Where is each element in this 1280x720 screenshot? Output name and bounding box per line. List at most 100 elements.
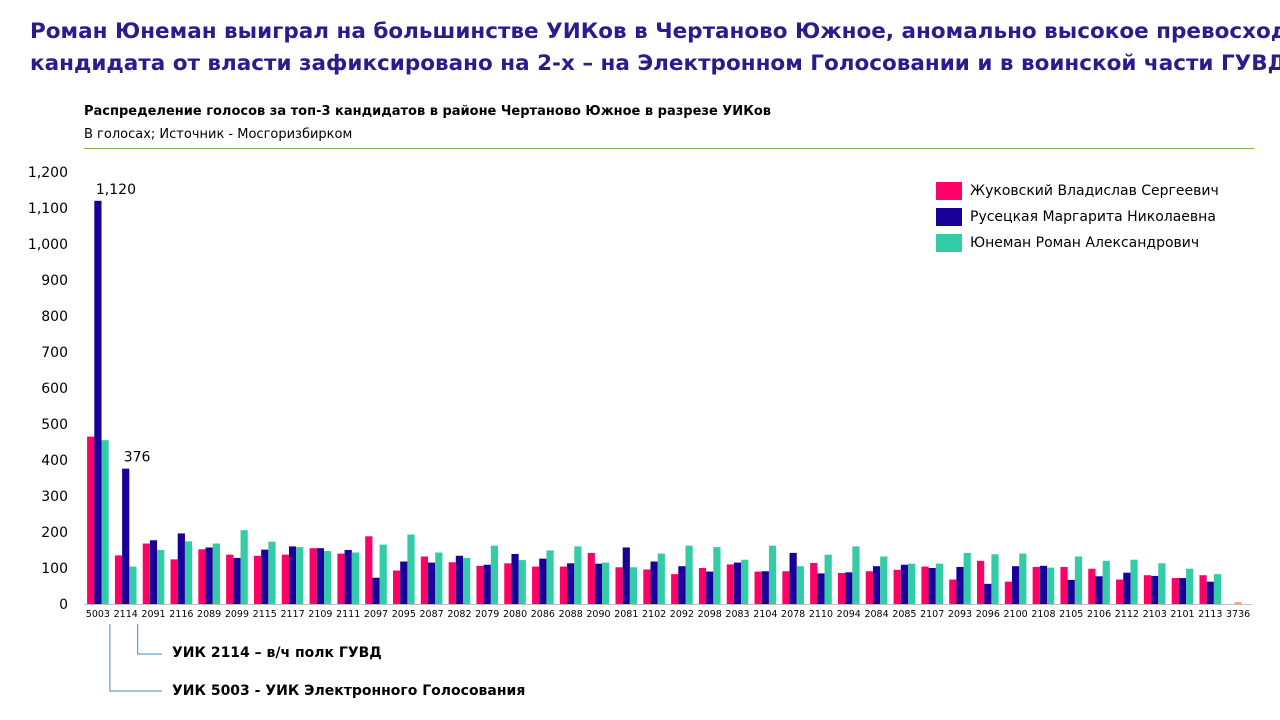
bar-2116-series-2: [184, 541, 193, 604]
x-tick-label: 2094: [837, 609, 861, 620]
x-tick-label: 2111: [336, 609, 360, 620]
x-tick-label: 2082: [447, 609, 471, 620]
y-tick-label: 100: [41, 561, 68, 577]
bar-2106-series-0: [1088, 568, 1096, 604]
x-tick-label: 2087: [420, 609, 444, 620]
bar-2084-series-2: [880, 556, 888, 604]
bar-2090-series-1: [594, 563, 603, 604]
bar-2111-series-1: [344, 550, 352, 604]
bar-2088-series-2: [574, 546, 582, 604]
bar-2101-series-0: [1171, 578, 1179, 604]
x-tick-label: 5003: [86, 609, 110, 620]
legend-label-zhukovsky: Жуковский Владислав Сергеевич: [970, 183, 1219, 199]
x-tick-label: 2096: [976, 609, 1000, 620]
x-tick-label: 2102: [642, 609, 666, 620]
x-tick-label: 2115: [253, 609, 277, 620]
x-tick-label: 2081: [614, 609, 638, 620]
headline-line-1: Роман Юнеман выиграл на большинстве УИКо…: [30, 19, 1280, 44]
bar-5003-series-1: [94, 200, 102, 605]
x-tick-label: 2090: [586, 609, 610, 620]
bar-3736: [1234, 602, 1242, 604]
bar-2100-series-2: [1019, 553, 1027, 604]
x-tick-label: 2079: [475, 609, 499, 620]
y-tick-label: 400: [41, 453, 68, 469]
x-tick-label: 2080: [503, 609, 527, 620]
x-tick-label: 2113: [1198, 609, 1222, 620]
bar-2095-series-0: [393, 570, 401, 604]
bar-2111-series-0: [337, 553, 345, 604]
bar-2078-series-0: [782, 571, 790, 604]
bar-2089-series-1: [205, 547, 213, 604]
legend-item-zhukovsky: Жуковский Владислав Сергеевич: [936, 178, 1219, 204]
legend-swatch-zhukovsky: [936, 182, 962, 200]
y-tick-label: 1,000: [28, 237, 68, 253]
bar-2079-series-0: [476, 565, 484, 604]
bar-2084-series-0: [865, 571, 873, 604]
bar-2098-series-0: [698, 568, 707, 604]
bar-2097-series-2: [379, 544, 387, 604]
x-tick-label: 2091: [141, 609, 165, 620]
bar-2081-series-0: [615, 567, 623, 604]
x-tick-label: 2103: [1143, 609, 1167, 620]
y-tick-label: 900: [41, 273, 68, 289]
bar-2078-series-1: [789, 552, 797, 604]
legend-label-yuneman: Юнеман Роман Александрович: [970, 235, 1200, 251]
bar-2102-series-0: [643, 569, 651, 604]
x-tick-label: 2104: [753, 609, 777, 620]
bar-2108-series-0: [1032, 566, 1040, 604]
x-tick-label: 2114: [114, 609, 138, 620]
x-tick-label: 2106: [1087, 609, 1111, 620]
bar-2102-series-1: [650, 561, 658, 604]
bar-2089-series-2: [212, 543, 220, 604]
data-label-5003: 1,120: [96, 182, 136, 198]
bar-2087-series-1: [428, 562, 436, 604]
legend-swatch-rusetskaya: [936, 208, 962, 226]
bar-2083-series-2: [741, 559, 749, 604]
bar-2113-series-0: [1199, 575, 1207, 604]
x-tick-label: 2110: [809, 609, 833, 620]
bar-2099-series-0: [226, 554, 234, 604]
bar-2093-series-2: [963, 552, 971, 604]
bar-2086-series-1: [539, 558, 547, 604]
bar-2101-series-1: [1178, 578, 1187, 604]
x-tick-label: 2085: [892, 609, 916, 620]
bar-2114-series-2: [129, 566, 137, 604]
bar-2085-series-1: [900, 564, 908, 604]
bar-2102-series-2: [657, 553, 665, 604]
x-tick-label: 2117: [280, 609, 304, 620]
bar-2087-series-2: [435, 552, 443, 604]
bar-2079-series-2: [490, 545, 499, 604]
bar-2116-series-1: [177, 533, 185, 604]
bar-2096-series-0: [977, 560, 985, 604]
y-tick-label: 1,100: [28, 201, 68, 217]
bar-2100-series-1: [1012, 566, 1020, 604]
bar-2110-series-2: [824, 554, 832, 604]
bar-2110-series-0: [810, 562, 818, 604]
bar-2104-series-2: [768, 545, 777, 604]
bar-2081-series-2: [629, 567, 638, 604]
bar-2105-series-0: [1060, 566, 1068, 604]
x-tick-label: 2098: [698, 609, 722, 620]
bar-2109-series-2: [323, 551, 332, 604]
bar-2104-series-0: [754, 571, 762, 604]
bar-2084-series-1: [872, 566, 881, 604]
bar-2099-series-1: [233, 557, 241, 604]
bar-2099-series-2: [240, 530, 248, 604]
x-tick-label: 2097: [364, 609, 388, 620]
bar-2096-series-1: [984, 583, 992, 604]
bar-2085-series-0: [893, 569, 901, 604]
bar-2108-series-2: [1047, 567, 1055, 604]
headline: Роман Юнеман выиграл на большинстве УИКо…: [30, 16, 1280, 80]
x-tick-label: 2092: [670, 609, 694, 620]
bar-2111-series-2: [351, 552, 359, 604]
bar-2090-series-2: [602, 562, 610, 604]
bar-2088-series-1: [567, 563, 575, 604]
x-tick-label: 2109: [308, 609, 332, 620]
bar-2105-series-2: [1074, 556, 1083, 604]
bar-2107-series-2: [935, 563, 943, 604]
bar-2097-series-1: [372, 577, 380, 604]
y-tick-label: 300: [41, 489, 68, 505]
bar-2088-series-0: [559, 566, 568, 604]
x-tick-label: 2100: [1004, 609, 1028, 620]
bar-2093-series-1: [956, 566, 964, 604]
